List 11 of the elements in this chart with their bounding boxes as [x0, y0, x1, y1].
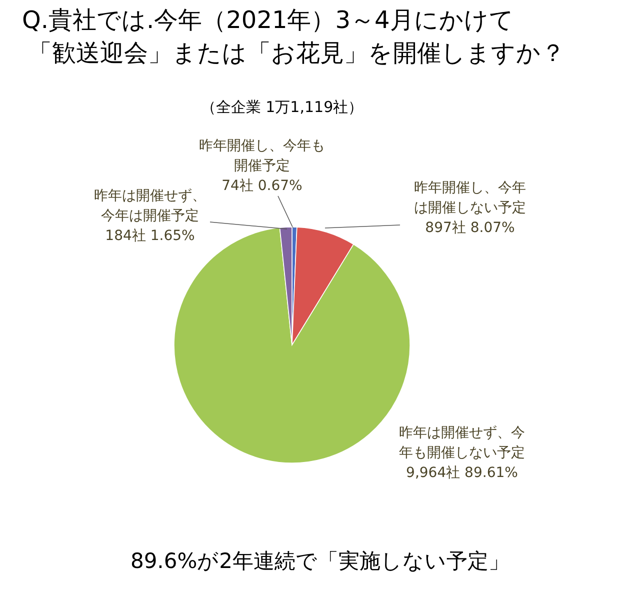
- chart-subtitle: （全企業 1万1,119社）: [200, 98, 364, 116]
- text: 89.6%が2年連続で「実施しない予定」: [130, 549, 510, 573]
- chart-title: Q.貴社では.今年（2021年）3～4月にかけて「歓送迎会」または「お花見」を開催しますか？: [22, 6, 565, 67]
- slice-label: 昨年は開催せず、今年は開催予定: [94, 188, 206, 224]
- data-label: 9,964社 89.61%: [406, 465, 518, 481]
- data-label: 897社 8.07%: [425, 220, 515, 236]
- slice-label: 昨年は開催せず、今年も開催しない予定: [399, 425, 525, 461]
- slice-label: 昨年開催し、今年は開催しない予定: [414, 180, 526, 216]
- slice-label: 昨年開催し、今年も開催予定: [199, 138, 325, 174]
- data-label: 184社 1.65%: [105, 228, 195, 244]
- data-label: 74社 0.67%: [222, 178, 302, 194]
